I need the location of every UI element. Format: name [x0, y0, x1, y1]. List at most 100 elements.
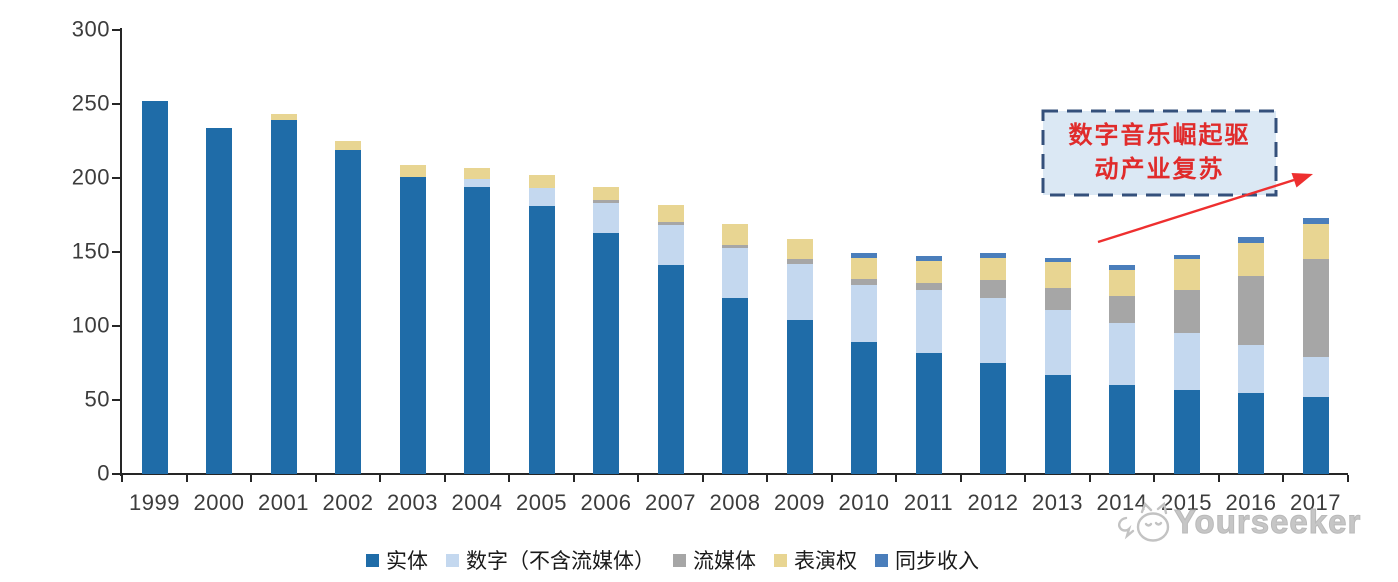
x-tick-label-2004: 2004: [451, 490, 503, 515]
bar-segment-2006-实体: [593, 232, 619, 474]
bar-segment-2016-实体: [1238, 392, 1264, 474]
y-axis-tick: [112, 103, 120, 105]
x-tick-label-2000: 2000: [193, 490, 245, 515]
y-tick-label: 250: [71, 90, 110, 116]
legend-label: 表演权: [794, 550, 857, 573]
bar-segment-2006-数字（不含流媒体）: [593, 203, 619, 233]
x-axis-tick: [379, 475, 382, 482]
bar-segment-2014-实体: [1109, 385, 1135, 474]
bar-segment-2010-实体: [851, 342, 877, 474]
x-axis-tick: [314, 475, 317, 482]
bar-segment-2016-同步收入: [1238, 237, 1264, 244]
x-axis-tick: [250, 475, 253, 482]
y-axis-tick: [112, 325, 120, 327]
bar-segment-2011-流媒体: [915, 283, 942, 291]
bar-segment-2004-实体: [464, 186, 490, 474]
y-tick-label: 150: [71, 238, 110, 264]
x-tick-label-2008: 2008: [709, 490, 761, 515]
y-tick-label: 300: [71, 16, 110, 42]
bar-segment-2017-数字（不含流媒体）: [1302, 357, 1329, 398]
bar-segment-2017-同步收入: [1302, 217, 1329, 224]
bar-segment-2000-实体: [206, 127, 232, 474]
legend-label: 数字（不含流媒体）: [466, 550, 655, 573]
bar-segment-2016-流媒体: [1238, 275, 1264, 346]
legend-item-数字（不含流媒体）: 数字（不含流媒体）: [446, 545, 655, 575]
x-tick-label-2001: 2001: [258, 490, 309, 515]
bar-segment-2009-流媒体: [786, 259, 813, 264]
bar-segment-2010-表演权: [851, 257, 877, 279]
x-tick-label-2006: 2006: [580, 490, 632, 515]
x-axis-tick: [701, 475, 704, 482]
bar-segment-2017-流媒体: [1302, 259, 1329, 358]
legend-item-同步收入: 同步收入: [875, 545, 979, 575]
x-axis-tick: [1088, 475, 1091, 482]
y-axis-tick: [112, 399, 120, 401]
bar-segment-2016-表演权: [1238, 243, 1264, 276]
bar-segment-2006-表演权: [593, 186, 619, 201]
bar-segment-2015-数字（不含流媒体）: [1173, 333, 1200, 390]
bar-segment-2015-流媒体: [1173, 290, 1200, 334]
x-axis-tick: [572, 475, 575, 482]
legend-label: 同步收入: [895, 550, 979, 573]
y-tick-label: 200: [71, 164, 110, 190]
y-axis-line: [120, 28, 122, 476]
x-tick-label-2017: 2017: [1290, 490, 1341, 515]
bar-segment-2002-表演权: [335, 141, 361, 150]
bar-segment-2012-表演权: [980, 257, 1006, 281]
x-tick-label-2013: 2013: [1032, 490, 1083, 515]
bar-segment-2009-表演权: [786, 238, 813, 260]
x-tick-label-2002: 2002: [322, 490, 374, 515]
bar-segment-2006-流媒体: [593, 200, 619, 204]
bar-segment-2009-实体: [786, 320, 813, 474]
bar-segment-2014-数字（不含流媒体）: [1109, 323, 1135, 386]
bar-segment-2012-数字（不含流媒体）: [980, 297, 1006, 363]
bar-segment-2010-同步收入: [851, 253, 877, 258]
x-tick-label-2010: 2010: [838, 490, 890, 515]
bar-segment-2014-流媒体: [1109, 296, 1135, 324]
bar-segment-2013-流媒体: [1044, 287, 1071, 310]
legend-swatch-icon: [446, 553, 459, 567]
x-tick-label-2005: 2005: [516, 490, 567, 515]
bar-segment-2014-表演权: [1109, 269, 1135, 297]
bar-segment-2013-同步收入: [1044, 257, 1071, 263]
bar-segment-2007-数字（不含流媒体）: [657, 225, 684, 266]
legend-item-表演权: 表演权: [774, 545, 857, 575]
x-axis-tick: [766, 475, 769, 482]
bar-segment-2011-表演权: [915, 260, 942, 284]
bar-segment-2007-流媒体: [657, 222, 684, 226]
y-tick-label: 0: [97, 460, 110, 486]
bar-segment-2005-表演权: [528, 175, 555, 189]
bar-segment-1999-实体: [141, 101, 168, 474]
bar-segment-2015-实体: [1173, 389, 1200, 474]
bar-segment-2002-实体: [335, 149, 361, 474]
bar-segment-2010-数字（不含流媒体）: [851, 284, 877, 343]
legend-swatch-icon: [774, 553, 787, 567]
x-tick-label-2012: 2012: [967, 490, 1019, 515]
bar-segment-2009-数字（不含流媒体）: [786, 263, 813, 321]
bar-segment-2005-数字（不含流媒体）: [528, 188, 555, 207]
bar-segment-2017-实体: [1302, 397, 1329, 474]
bar-segment-2007-实体: [657, 265, 684, 474]
legend-label: 流媒体: [693, 550, 756, 573]
bar-segment-2001-表演权: [270, 114, 297, 121]
bar-segment-2008-表演权: [722, 223, 748, 245]
y-axis-tick: [112, 473, 120, 475]
bar-segment-2014-同步收入: [1109, 265, 1135, 270]
bar-segment-2012-同步收入: [980, 253, 1006, 258]
y-tick-label: 50: [84, 386, 110, 412]
x-axis-tick: [1346, 475, 1349, 482]
x-axis-line: [120, 473, 1348, 475]
x-axis-tick: [830, 475, 833, 482]
legend-swatch-icon: [366, 553, 379, 567]
legend: 实体 数字（不含流媒体） 流媒体 表演权 同步收入: [366, 545, 979, 575]
x-axis-tick: [1024, 475, 1027, 482]
bar-segment-2012-实体: [980, 363, 1006, 474]
x-tick-label-2007: 2007: [645, 490, 696, 515]
y-tick-label: 100: [71, 312, 110, 338]
bar-segment-2008-实体: [722, 297, 748, 474]
bar-segment-2007-表演权: [657, 204, 684, 223]
bar-segment-2003-表演权: [399, 164, 426, 177]
legend-item-流媒体: 流媒体: [673, 545, 756, 575]
bar-segment-2004-表演权: [464, 167, 490, 180]
x-axis-tick: [508, 475, 511, 482]
